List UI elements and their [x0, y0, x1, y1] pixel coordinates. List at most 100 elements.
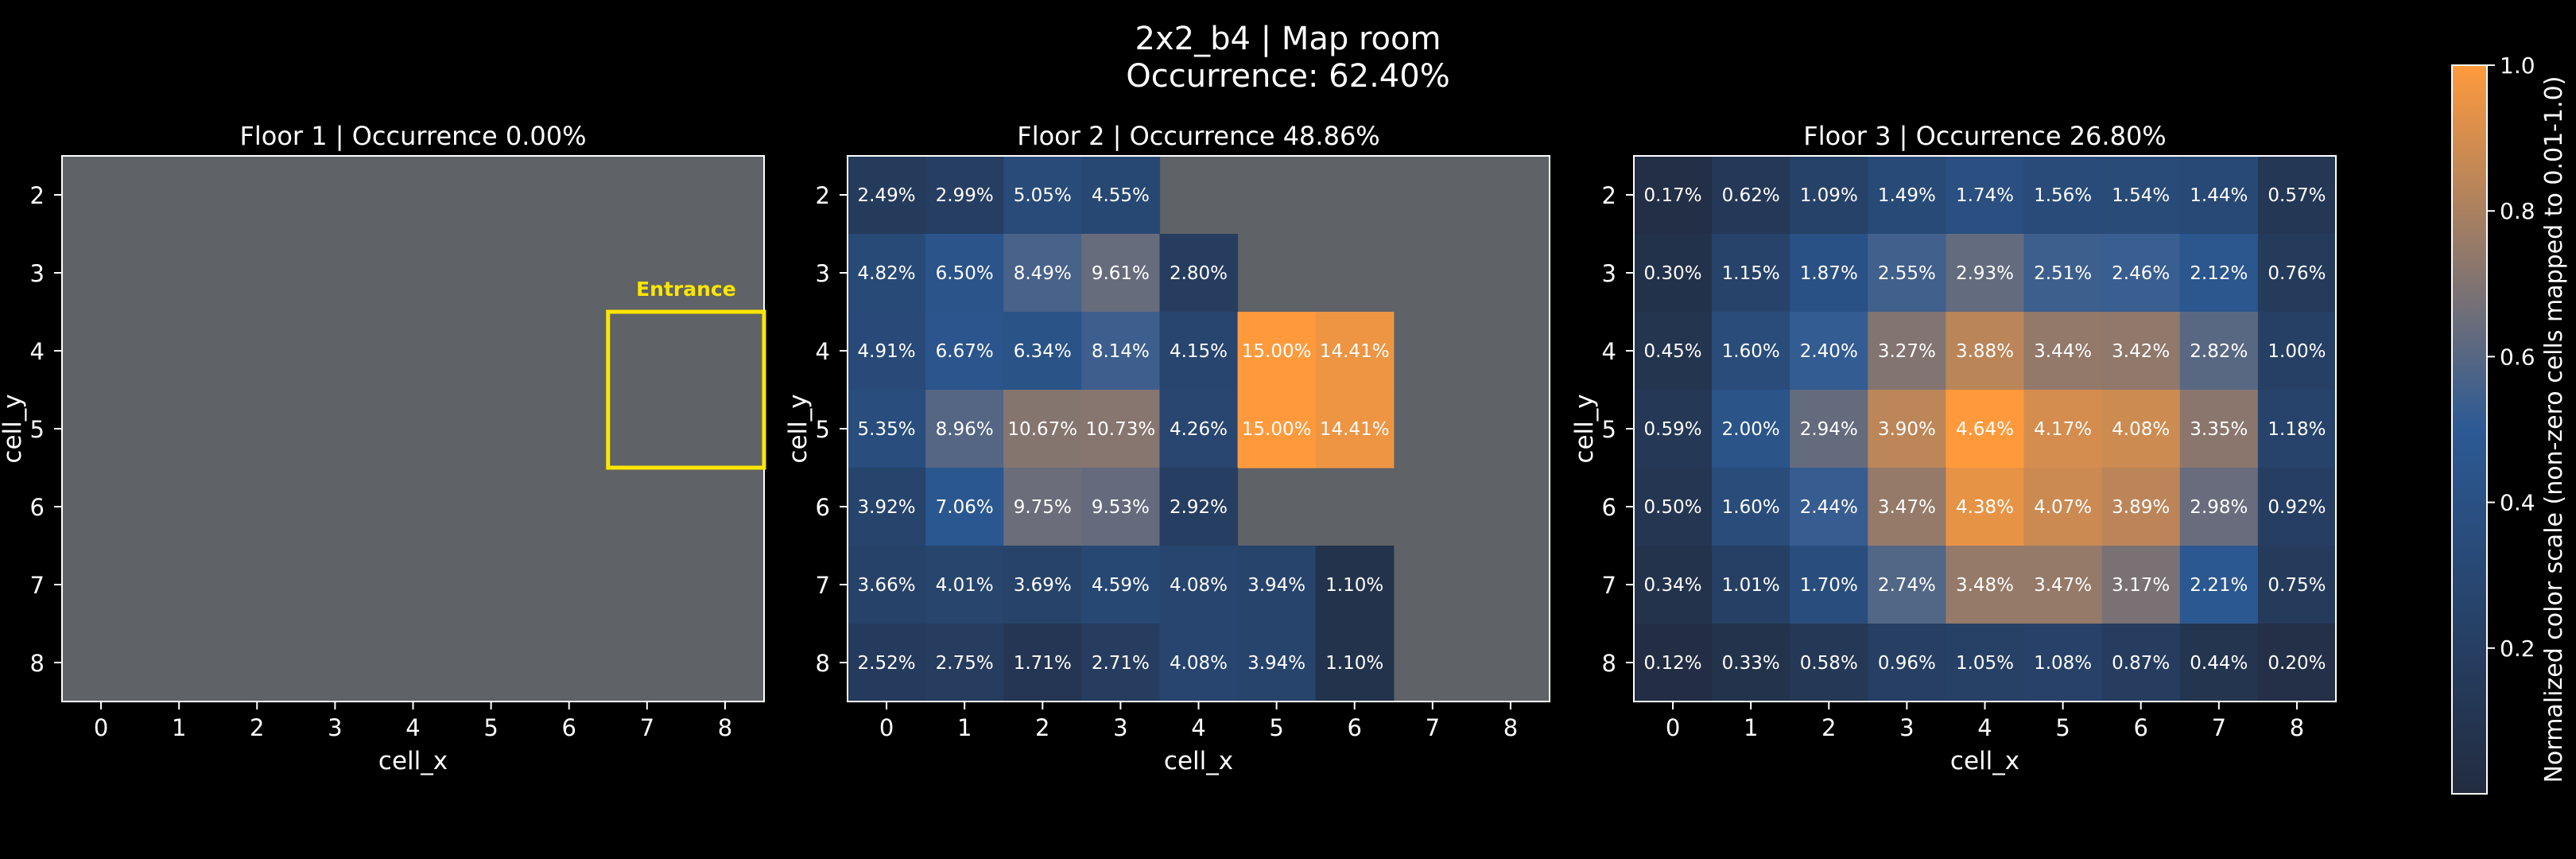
heatmap-cell — [1081, 156, 1161, 235]
cell-value-label: 0.30% — [1644, 263, 1702, 284]
y-tick-label: 8 — [30, 650, 45, 677]
cell-value-label: 5.05% — [1014, 185, 1072, 206]
x-tick-label: 0 — [94, 714, 108, 741]
heatmap-cell — [1159, 468, 1239, 546]
cell-value-label: 0.17% — [1644, 185, 1702, 206]
heatmap-cell — [1237, 624, 1317, 702]
cell-value-label: 4.64% — [1956, 419, 2014, 440]
heatmap-cell — [1003, 234, 1082, 313]
heatmap-cell — [1237, 312, 1317, 391]
cell-value-label: 1.08% — [2034, 653, 2092, 674]
cell-value-label: 2.46% — [2112, 263, 2170, 284]
heatmap-cell — [1237, 390, 1317, 468]
y-tick-label: 2 — [30, 182, 45, 209]
colorbar-tick-label: 0.2 — [2500, 636, 2535, 662]
entrance-label: Entrance — [636, 278, 736, 301]
cell-value-label: 2.80% — [1170, 263, 1228, 284]
heatmap-cell — [1634, 624, 1713, 702]
heatmap-cell — [1868, 390, 1947, 468]
heatmap-cell — [1159, 546, 1239, 624]
x-axis-label: cell_x — [1164, 747, 1233, 775]
cell-value-label: 0.20% — [2268, 653, 2326, 674]
heatmap-cell — [1946, 390, 2025, 468]
heatmap-cell — [848, 468, 926, 546]
cell-value-label: 1.05% — [1956, 653, 2014, 674]
cell-value-label: 0.62% — [1722, 185, 1780, 206]
x-tick-label: 8 — [1503, 714, 1518, 741]
x-tick-label: 5 — [1269, 714, 1283, 741]
heatmap-cell — [1315, 390, 1395, 468]
cell-value-label: 1.00% — [2268, 341, 2326, 362]
cell-value-label: 14.41% — [1320, 341, 1390, 362]
cell-value-label: 1.71% — [1014, 653, 1072, 674]
cell-value-label: 2.44% — [1800, 497, 1858, 518]
y-tick-label: 8 — [816, 650, 830, 677]
cell-value-label: 9.75% — [1014, 497, 1072, 518]
heatmap-cell — [1868, 468, 1947, 546]
cell-value-label: 3.88% — [1956, 341, 2014, 362]
cell-value-label: 3.48% — [1956, 575, 2014, 596]
y-tick-label: 3 — [30, 260, 45, 287]
cell-value-label: 7.06% — [936, 497, 994, 518]
heatmap-cell — [848, 234, 926, 313]
heatmap-cell — [2179, 624, 2259, 702]
heatmap-cell — [1712, 624, 1790, 702]
heatmap-cell — [2179, 156, 2259, 235]
colorbar-tick-label: 0.4 — [2500, 490, 2535, 516]
cell-value-label: 3.69% — [1014, 575, 1072, 596]
cell-value-label: 0.57% — [2268, 185, 2326, 206]
heatmap-cell — [1159, 390, 1239, 468]
heatmap-cell — [2179, 312, 2259, 391]
heatmap-panels: 0 1 2 3 4 5 6 7 8 2 3 4 5 6 7 8 Floor 1 | Occurrence 0.0… — [0, 121, 2337, 775]
cell-value-label: 8.14% — [1092, 341, 1150, 362]
heatmap-cell — [2257, 546, 2337, 624]
cell-value-label: 15.00% — [1242, 419, 1312, 440]
heatmap-cell — [1634, 546, 1713, 624]
cell-value-label: 4.08% — [2112, 419, 2170, 440]
cell-value-label: 9.61% — [1092, 263, 1150, 284]
heatmap-cell — [1868, 234, 1947, 313]
x-tick-label: 6 — [2133, 714, 2147, 741]
heatmap-cell — [1712, 234, 1790, 313]
cell-value-label: 4.08% — [1170, 575, 1228, 596]
cell-value-label: 4.82% — [858, 263, 916, 284]
cell-value-label: 1.10% — [1325, 653, 1383, 674]
heatmap-cell — [1634, 468, 1713, 546]
heatmap-cell — [1003, 156, 1082, 235]
y-tick-label: 7 — [1602, 572, 1616, 599]
cell-value-label: 2.93% — [1956, 263, 2014, 284]
cell-value-label: 10.67% — [1007, 419, 1077, 440]
cell-value-label: 2.55% — [1878, 263, 1936, 284]
heatmap-cell — [925, 624, 1004, 702]
cell-value-label: 2.98% — [2190, 497, 2248, 518]
heatmap-cell — [1712, 468, 1790, 546]
cell-value-label: 1.87% — [1800, 263, 1858, 284]
heatmap-cell — [1712, 390, 1790, 468]
plot-background — [62, 156, 764, 702]
cell-value-label: 1.56% — [2034, 185, 2092, 206]
cell-value-label: 3.92% — [858, 497, 916, 518]
heatmap-cell — [1003, 312, 1082, 391]
x-axis-label: cell_x — [378, 747, 448, 775]
cell-value-label: 2.12% — [2190, 263, 2248, 284]
cell-value-label: 2.51% — [2034, 263, 2092, 284]
y-tick-label: 4 — [1602, 338, 1616, 365]
heatmap-cell — [2101, 312, 2181, 391]
x-tick-label: 8 — [2290, 714, 2304, 741]
colorbar-tick-label: 0.8 — [2500, 198, 2535, 224]
x-axis-label: cell_x — [1950, 747, 2019, 775]
heatmap-cell — [1790, 312, 1868, 391]
heatmap-cell — [1868, 546, 1947, 624]
heatmap-cell — [1790, 468, 1868, 546]
x-tick-label: 3 — [328, 714, 342, 741]
cell-value-label: 1.44% — [2190, 185, 2248, 206]
heatmap-cell — [1003, 468, 1082, 546]
heatmap-cell — [1946, 546, 2025, 624]
heatmap-cell — [925, 312, 1004, 391]
cell-value-label: 4.08% — [1170, 653, 1228, 674]
heatmap-cell — [1790, 624, 1868, 702]
heatmap-cell — [1790, 234, 1868, 313]
heatmap-cell — [1634, 156, 1713, 235]
cell-value-label: 3.44% — [2034, 341, 2092, 362]
x-tick-label: 3 — [1899, 714, 1914, 741]
